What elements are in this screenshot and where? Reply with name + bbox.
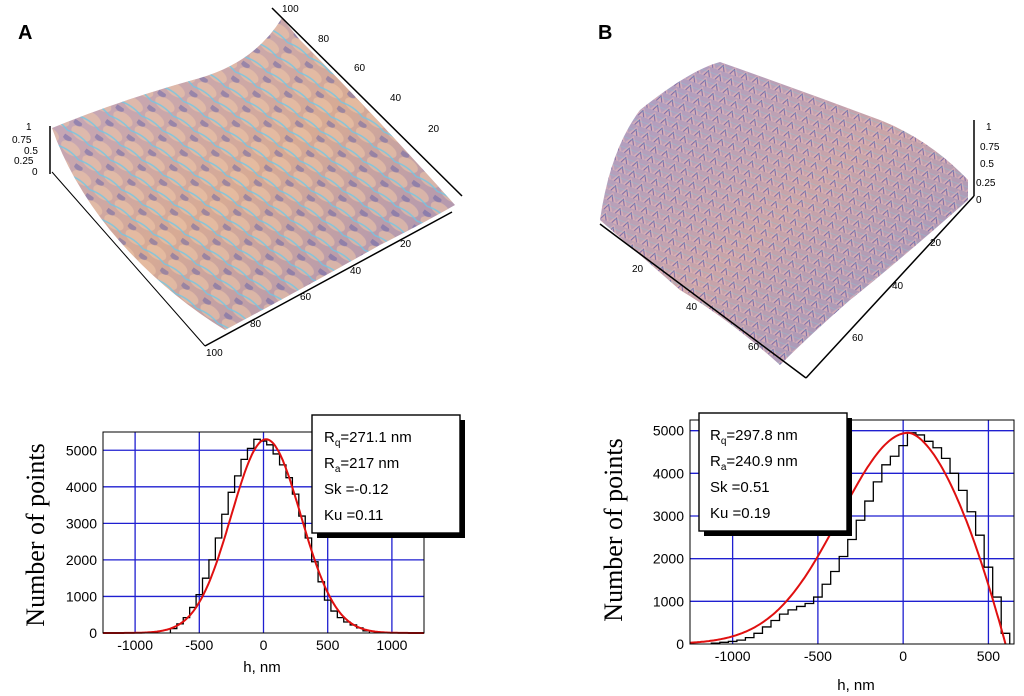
chart-b-y-tick-label: 4000 <box>653 465 684 481</box>
chart-a-y-tick-label: 5000 <box>66 442 97 458</box>
chart-b-y-tick-label: 5000 <box>653 423 684 439</box>
chart-b-histogram-steps <box>710 432 1011 644</box>
surface-plot-b: 1 0.75 0.5 0.25 0 20 40 60 20 40 60 <box>599 62 1000 379</box>
surface-a-z-tick: 0.25 <box>14 156 34 167</box>
surface-b-texture <box>600 62 968 365</box>
surface-a-axis-back <box>271 7 463 197</box>
surface-b-right-tick: 20 <box>930 238 942 249</box>
panel-label-a: A <box>18 22 33 44</box>
surface-b-z-tick: 0.75 <box>980 142 1000 153</box>
chart-b-y-ticks: 0 1000 2000 3000 4000 5000 <box>653 423 684 652</box>
chart-b-x-tick-label: 0 <box>899 648 907 664</box>
chart-b-y-tick-label: 1000 <box>653 593 684 609</box>
chart-a-y-label: Number of points <box>21 443 50 626</box>
chart-a-y-ticks: 0 1000 2000 3000 4000 5000 <box>66 442 97 641</box>
chart-b-stat-rq: Rq=297.8 nm <box>710 427 798 447</box>
chart-b-x-tick-label: -500 <box>804 648 832 664</box>
surface-a-z-tick: 0.75 <box>12 135 32 146</box>
surface-a-back-tick: 40 <box>390 93 402 104</box>
chart-b-stats-box: Rq=297.8 nm Ra=240.9 nm Sk =0.51 Ku =0.1… <box>698 412 852 536</box>
surface-b-z-tick: 0 <box>976 195 982 206</box>
chart-b-x-ticks: -1000 -500 0 500 <box>715 648 1001 664</box>
surface-b-right-tick: 40 <box>892 281 904 292</box>
chart-a-y-tick-label: 4000 <box>66 479 97 495</box>
histogram-chart-a: -1000 -500 0 500 1000 010002000300040005000 … <box>21 414 465 676</box>
surface-a-back-tick: 60 <box>354 63 366 74</box>
panel-label-b: B <box>598 22 613 44</box>
surface-a-front-tick: 40 <box>350 266 362 277</box>
chart-a-histogram-steps <box>169 438 371 633</box>
histogram-chart-b: -1000 -500 0 500 0 1000 2000 3000 4000 5000 h, n… <box>599 412 1015 694</box>
chart-a-x-tick-label: 1000 <box>376 637 407 653</box>
chart-a-x-tick-label: 500 <box>316 637 340 653</box>
surface-a-front-tick: 80 <box>250 319 262 330</box>
surface-a-back-tick: 100 <box>282 4 299 15</box>
surface-a-z-tick: 0 <box>32 167 38 178</box>
surface-b-axis-left <box>599 223 807 379</box>
surface-b-left-tick: 20 <box>632 264 644 275</box>
chart-b-x-tick-label: 500 <box>977 648 1001 664</box>
chart-a-y-tick-label: 2000 <box>66 552 97 568</box>
surface-a-back-tick: 80 <box>318 34 330 45</box>
chart-a-stat-sk: Sk =-0.12 <box>324 481 389 498</box>
surface-a-z-tick: 1 <box>26 122 32 133</box>
chart-a-stat-ku: Ku =0.11 <box>324 507 383 524</box>
chart-b-x-tick-label: -1000 <box>715 648 751 664</box>
surface-a-front-tick: 60 <box>300 292 312 303</box>
chart-a-fit-curve <box>103 438 424 634</box>
surface-b-z-tick: 0.5 <box>980 159 994 170</box>
surface-b-right-tick: 60 <box>852 333 864 344</box>
chart-a-x-tick-label: -500 <box>185 637 213 653</box>
chart-a-x-ticks: -1000 -500 0 500 1000 <box>117 637 407 653</box>
surface-a-back-tick: 20 <box>428 124 440 135</box>
chart-b-y-label: Number of points <box>599 438 628 621</box>
surface-b-z-tick: 0.25 <box>976 178 996 189</box>
chart-a-y-tick-label: 0 <box>89 625 97 641</box>
chart-b-y-tick-label: 2000 <box>653 551 684 567</box>
surface-a-front-tick: 20 <box>400 239 412 250</box>
chart-b-stat-ku: Ku =0.19 <box>710 505 770 522</box>
surface-plot-a: 1 0.75 0.5 0.25 0 100 80 60 40 20 20 40 … <box>12 4 463 359</box>
chart-a-stat-ra: Ra=217 nm <box>324 455 399 475</box>
surface-a-axis-front <box>204 211 453 347</box>
surface-a-texture <box>52 18 455 330</box>
chart-a-stats-box: Rq=271.1 nm Ra=217 nm Sk =-0.12 Ku =0.11 <box>311 414 465 538</box>
surface-a-z-tick: 0.5 <box>24 146 38 157</box>
surface-b-left-tick: 60 <box>748 342 760 353</box>
chart-b-stat-sk: Sk =0.51 <box>710 479 770 496</box>
chart-a-x-tick-label: -1000 <box>117 637 153 653</box>
chart-a-x-tick-label: 0 <box>260 637 268 653</box>
chart-b-y-tick-label: 0 <box>676 636 684 652</box>
chart-b-stat-ra: Ra=240.9 nm <box>710 453 798 473</box>
surface-b-z-tick: 1 <box>986 122 992 133</box>
chart-b-x-label: h, nm <box>837 677 875 694</box>
chart-b-y-tick-label: 3000 <box>653 508 684 524</box>
chart-a-stat-rq: Rq=271.1 nm <box>324 429 412 449</box>
surface-b-axis-right <box>805 195 975 379</box>
chart-a-x-label: h, nm <box>243 659 281 676</box>
chart-a-y-tick-label: 1000 <box>66 588 97 604</box>
surface-a-axis-left <box>51 171 206 347</box>
surface-a-front-tick: 100 <box>206 348 223 359</box>
chart-a-y-tick-label: 3000 <box>66 515 97 531</box>
surface-b-left-tick: 40 <box>686 302 698 313</box>
